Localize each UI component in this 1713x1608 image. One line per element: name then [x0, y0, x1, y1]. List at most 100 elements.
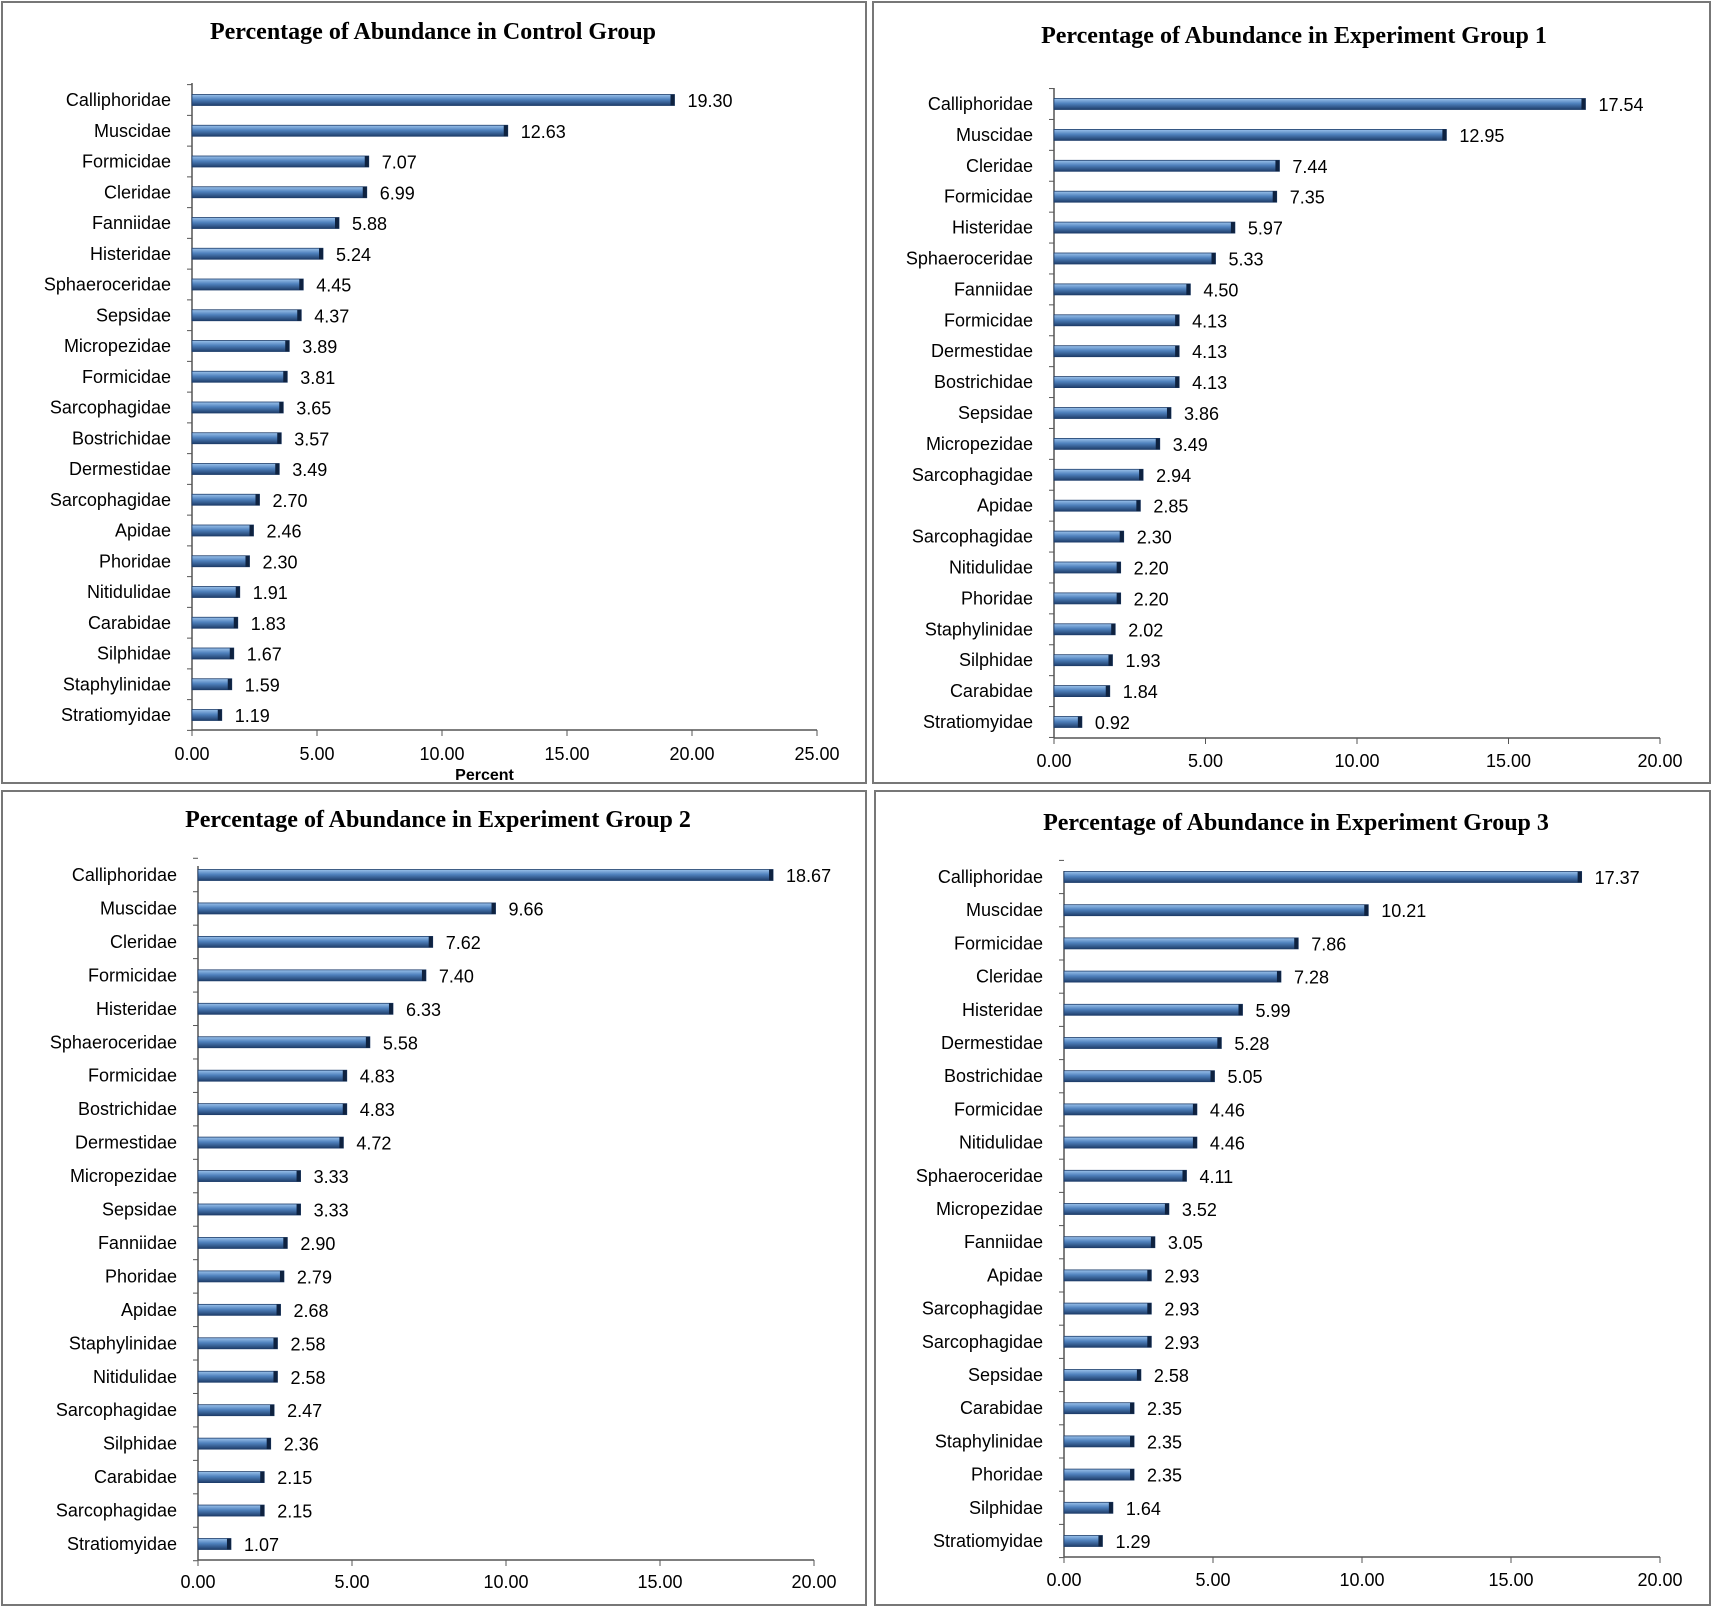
x-tick-label: 20.00 — [1637, 1570, 1682, 1590]
category-label: Micropezidae — [64, 336, 171, 356]
data-label: 3.33 — [314, 1167, 349, 1187]
bar-end-cap — [1182, 1170, 1187, 1182]
bar-end-cap — [421, 969, 426, 981]
bar-end-cap — [275, 463, 280, 475]
x-tick-label: 20.00 — [1637, 751, 1682, 771]
category-label: Fanniidae — [98, 1233, 177, 1253]
category-label: Micropezidae — [70, 1166, 177, 1186]
bar-end-cap — [1116, 562, 1121, 573]
bar — [1053, 499, 1141, 512]
bar — [1063, 1302, 1152, 1315]
x-tick-label: 20.00 — [791, 1572, 836, 1592]
bar — [191, 247, 324, 260]
category-label: Staphylinidae — [69, 1333, 177, 1353]
x-tick-label: 15.00 — [1486, 751, 1531, 771]
bar — [1063, 1468, 1135, 1481]
category-label: Bostrichidae — [78, 1099, 177, 1119]
data-label: 2.36 — [284, 1435, 319, 1455]
bar-group — [1053, 283, 1191, 296]
data-label: 2.93 — [1164, 1333, 1199, 1353]
bar — [197, 969, 427, 982]
bar-group — [1063, 1501, 1114, 1514]
bar — [197, 1136, 344, 1149]
category-label: Muscidae — [956, 125, 1033, 145]
bar-end-cap — [260, 1505, 265, 1517]
bar — [191, 186, 368, 199]
bar-end-cap — [362, 186, 367, 198]
bar-group — [1063, 1369, 1142, 1381]
data-label: 5.97 — [1248, 219, 1283, 239]
bar-end-cap — [1175, 314, 1180, 326]
bar — [1053, 654, 1113, 667]
category-label: Sarcophagidae — [50, 398, 171, 418]
bar — [191, 678, 233, 691]
bar — [1053, 283, 1191, 296]
bar — [191, 155, 370, 168]
category-label: Cleridae — [104, 182, 171, 202]
bar-end-cap — [1211, 253, 1216, 264]
category-label: Muscidae — [94, 121, 171, 141]
bar-group — [1053, 221, 1236, 234]
bar-group — [1053, 654, 1113, 667]
bar-group — [1063, 1435, 1135, 1448]
bar-end-cap — [279, 1270, 284, 1282]
bar — [191, 124, 509, 137]
bar-group — [1053, 623, 1116, 636]
category-label: Phoridae — [971, 1465, 1043, 1485]
bar-end-cap — [342, 1103, 347, 1115]
bar — [197, 1538, 232, 1550]
bar — [191, 524, 254, 537]
bar-group — [191, 217, 340, 229]
bar-group — [197, 1103, 348, 1116]
bar-group — [197, 1237, 288, 1249]
bar-group — [197, 1337, 278, 1350]
bar — [1053, 468, 1144, 481]
category-label: Carabidae — [950, 681, 1033, 701]
category-label: Phoridae — [99, 551, 171, 571]
category-label: Cleridae — [110, 932, 177, 952]
category-label: Histeridae — [962, 1000, 1043, 1020]
data-label: 5.99 — [1256, 1001, 1291, 1021]
bar-end-cap — [1230, 222, 1235, 234]
data-label: 7.07 — [382, 153, 417, 173]
bar — [1053, 190, 1278, 203]
category-label: Dermestidae — [941, 1033, 1043, 1053]
data-label: 3.49 — [1173, 435, 1208, 455]
bar — [191, 493, 260, 506]
bar-end-cap — [388, 1003, 393, 1015]
data-label: 5.88 — [352, 214, 387, 234]
category-label: Stratiomyidae — [933, 1531, 1043, 1551]
bar-group — [191, 340, 290, 352]
category-label: Muscidae — [966, 900, 1043, 920]
panel-control-group: Percentage of Abundance in Control Group… — [1, 1, 867, 784]
bar-group — [191, 678, 233, 691]
bar-group — [191, 309, 302, 322]
category-label: Sphaeroceridae — [916, 1166, 1043, 1186]
category-label: Histeridae — [90, 244, 171, 264]
bar — [191, 278, 304, 291]
bar-end-cap — [233, 617, 238, 629]
bar-end-cap — [1108, 1502, 1113, 1514]
data-label: 0.92 — [1095, 713, 1130, 733]
bar-end-cap — [365, 1036, 370, 1048]
bar — [197, 935, 434, 948]
category-label: Silphidae — [103, 1434, 177, 1454]
bar — [1053, 716, 1083, 728]
bar-end-cap — [217, 709, 222, 721]
bar — [1053, 345, 1180, 358]
category-label: Apidae — [987, 1265, 1043, 1285]
data-label: 4.11 — [1199, 1167, 1233, 1187]
bar — [191, 217, 340, 229]
data-label: 1.29 — [1115, 1532, 1150, 1552]
bar-end-cap — [342, 1070, 347, 1082]
bar-group — [1053, 685, 1111, 697]
data-label: 2.35 — [1147, 1432, 1182, 1452]
bar-group — [197, 1471, 265, 1483]
bar — [197, 1337, 278, 1350]
chart-title: Percentage of Abundance in Control Group — [210, 19, 656, 45]
category-label: Apidae — [121, 1300, 177, 1320]
x-tick-label: 20.00 — [669, 744, 714, 764]
bar-group — [191, 186, 368, 199]
data-label: 10.21 — [1381, 901, 1426, 921]
data-label: 2.90 — [300, 1234, 335, 1254]
